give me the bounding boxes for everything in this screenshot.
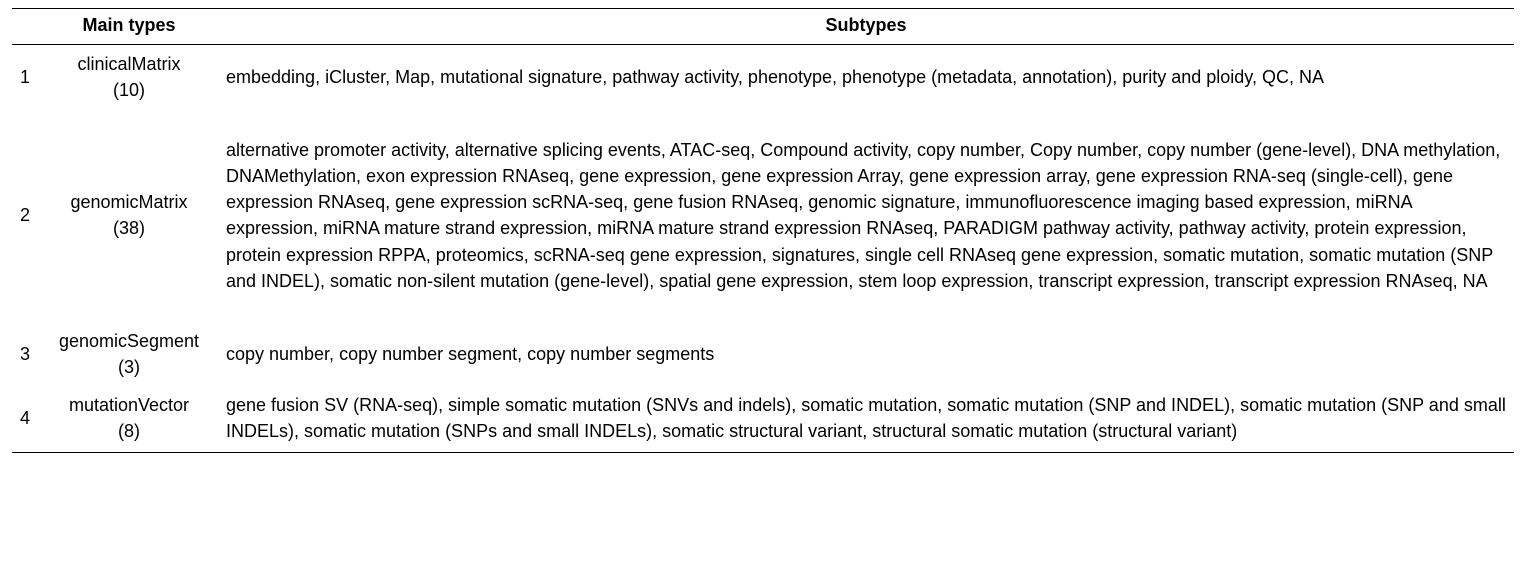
row-spacer [12, 300, 1514, 322]
table-row: 3 genomicSegment (3) copy number, copy n… [12, 322, 1514, 386]
main-type-name: genomicSegment [48, 328, 210, 354]
header-subtypes: Subtypes [218, 9, 1514, 45]
row-index: 2 [12, 131, 40, 300]
main-type-cell: genomicMatrix (38) [40, 131, 218, 300]
table-row: 2 genomicMatrix (38) alternative promote… [12, 131, 1514, 300]
table-row: 4 mutationVector (8) gene fusion SV (RNA… [12, 386, 1514, 453]
header-main-types: Main types [40, 9, 218, 45]
subtypes-cell: gene fusion SV (RNA-seq), simple somatic… [218, 386, 1514, 453]
row-index: 1 [12, 45, 40, 110]
table-row: 1 clinicalMatrix (10) embedding, iCluste… [12, 45, 1514, 110]
types-table: Main types Subtypes 1 clinicalMatrix (10… [12, 8, 1514, 453]
main-type-cell: clinicalMatrix (10) [40, 45, 218, 110]
subtypes-cell: alternative promoter activity, alternati… [218, 131, 1514, 300]
main-type-cell: mutationVector (8) [40, 386, 218, 453]
header-idx [12, 9, 40, 45]
main-type-name: clinicalMatrix [48, 51, 210, 77]
main-type-name: genomicMatrix [48, 189, 210, 215]
main-type-cell: genomicSegment (3) [40, 322, 218, 386]
main-type-count: (10) [48, 77, 210, 103]
subtypes-cell: copy number, copy number segment, copy n… [218, 322, 1514, 386]
row-index: 4 [12, 386, 40, 453]
main-type-count: (3) [48, 354, 210, 380]
main-type-count: (8) [48, 418, 210, 444]
table-header-row: Main types Subtypes [12, 9, 1514, 45]
row-spacer [12, 109, 1514, 131]
row-index: 3 [12, 322, 40, 386]
subtypes-cell: embedding, iCluster, Map, mutational sig… [218, 45, 1514, 110]
main-type-count: (38) [48, 215, 210, 241]
main-type-name: mutationVector [48, 392, 210, 418]
